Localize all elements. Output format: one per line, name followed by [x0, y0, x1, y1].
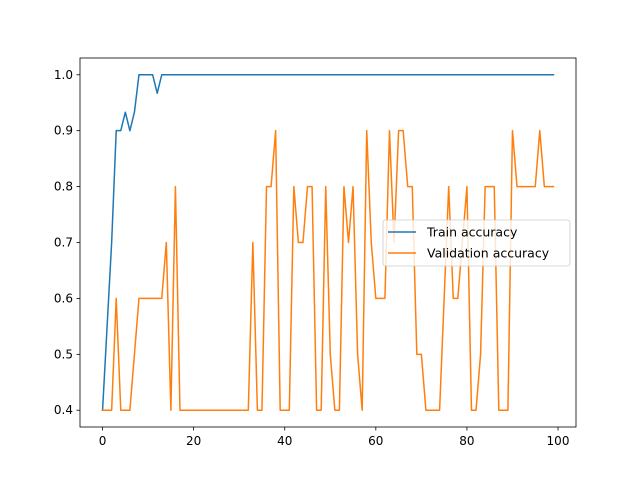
y-tick-label: 0.6 — [54, 291, 73, 305]
y-tick-label: 1.0 — [54, 68, 73, 82]
x-tick-label: 40 — [277, 434, 292, 448]
legend-label: Validation accuracy — [427, 246, 550, 261]
legend-label: Train accuracy — [426, 225, 518, 240]
legend-box — [382, 219, 571, 267]
y-tick-label: 0.9 — [54, 124, 73, 138]
plot-area — [101, 74, 555, 412]
x-tick-label: 0 — [99, 434, 107, 448]
y-tick-label: 0.4 — [54, 403, 73, 417]
x-tick-label: 60 — [368, 434, 383, 448]
x-tick-label: 100 — [547, 434, 570, 448]
legend: Train accuracy Validation accuracy — [382, 219, 571, 267]
series-line-validation-accuracy — [101, 129, 555, 411]
series-line-train-accuracy — [101, 74, 555, 412]
x-tick-label: 80 — [459, 434, 474, 448]
y-tick-label: 0.5 — [54, 347, 73, 361]
x-tick-label: 20 — [186, 434, 201, 448]
axes: 0 20 40 60 80 100 0.4 0.5 0.6 0.7 0.8 0.9 1.0 — [54, 57, 577, 448]
y-tick-label: 0.7 — [54, 236, 73, 250]
y-tick-label: 0.8 — [54, 180, 73, 194]
